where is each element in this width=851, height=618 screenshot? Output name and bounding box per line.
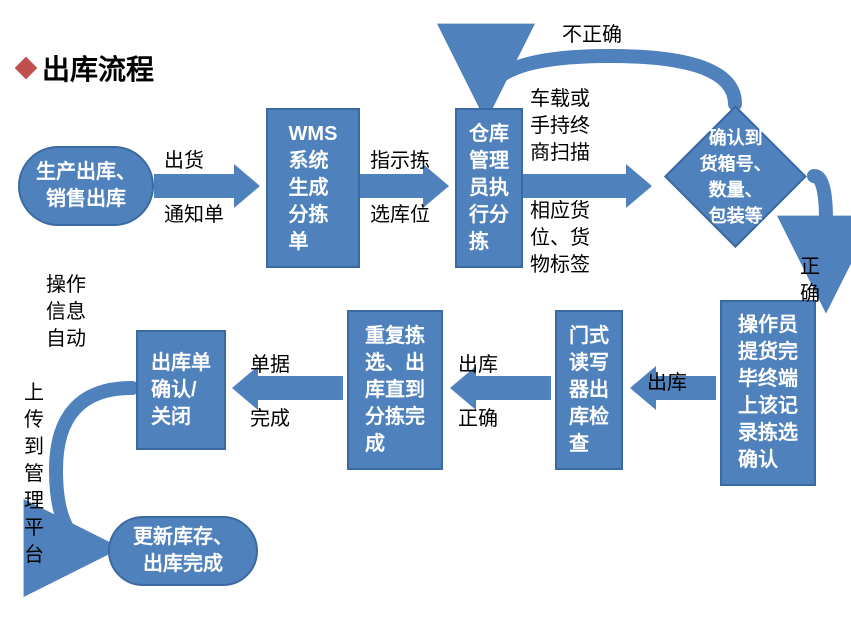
- edge-label-l_wrong: 不正确: [562, 22, 622, 49]
- node-close: 出库单 确认/ 关闭: [136, 330, 226, 450]
- node-wms: WMS 系统 生成 分拣 单: [266, 108, 360, 268]
- edge-label-l_pickloc: 指示拣 选库位: [370, 148, 430, 229]
- node-picker: 仓库 管理 员执 行分 拣: [455, 108, 523, 268]
- node-end: 更新库存、 出库完成: [108, 516, 258, 586]
- edge-label-l_out1: 出库: [647, 370, 687, 397]
- title-text: 出库流程: [42, 48, 154, 88]
- page-title: 出库流程: [18, 48, 154, 88]
- node-start: 生产出库、 销售出库: [18, 146, 154, 226]
- node-confirm-label: 确认到 货箱号、 数量、 包装等: [687, 124, 784, 228]
- edge-label-l_auto1: 操作 信息 自动: [46, 272, 86, 353]
- edge-label-l_doc: 单据 完成: [250, 352, 290, 433]
- node-gate: 门式 读写 器出 库检 查: [555, 310, 623, 470]
- edge-label-l_scan2: 相应货 位、货 物标签: [530, 198, 590, 279]
- edge-label-l_scan1: 车载或 手持终 商扫描: [530, 86, 590, 167]
- title-bullet-icon: [15, 57, 38, 80]
- node-repeat: 重复拣 选、出 库直到 分拣完 成: [347, 310, 443, 470]
- node-confirm: 确认到 货箱号、 数量、 包装等: [655, 106, 815, 246]
- edge-label-l_out2: 出库 正确: [458, 352, 498, 433]
- edge-label-l_auto2: 上 传 到 管 理 平 台: [24, 380, 44, 569]
- edge-label-l_ship: 出货 通知单: [164, 148, 224, 229]
- edge-label-l_right: 正 确: [800, 254, 820, 308]
- arrow-confirm-picker: [486, 56, 735, 104]
- node-operator: 操作员 提货完 毕终端 上该记 录拣选 确认: [720, 300, 816, 486]
